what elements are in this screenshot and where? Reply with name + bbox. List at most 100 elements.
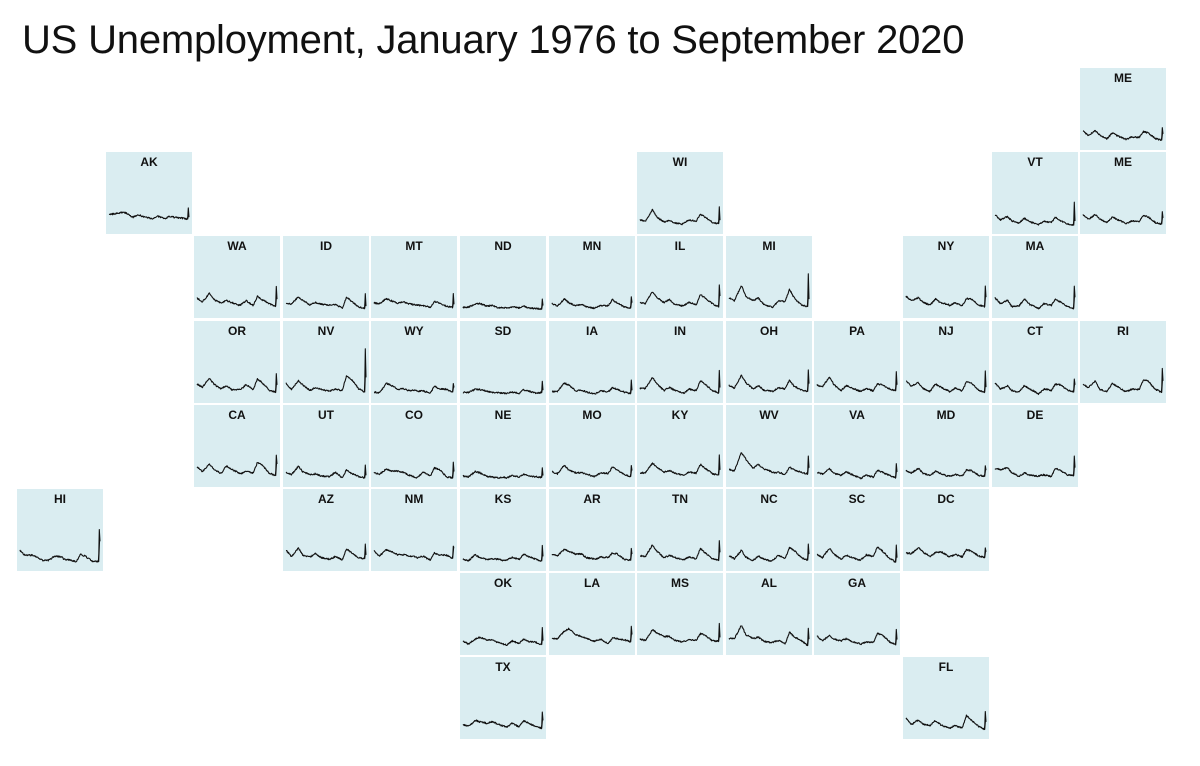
sparkline-chart bbox=[639, 206, 721, 226]
series-line-sd bbox=[462, 380, 544, 395]
sparkline-chart bbox=[285, 543, 367, 561]
sparkline-chart bbox=[905, 285, 987, 308]
sparkline-chart bbox=[639, 540, 721, 562]
state-tile-nj: NJ bbox=[903, 321, 989, 403]
sparkline-chart bbox=[373, 461, 455, 479]
state-tile-wv: WV bbox=[726, 405, 812, 487]
state-label: TX bbox=[495, 660, 511, 674]
sparkline-chart bbox=[1082, 367, 1164, 394]
sparkline-chart bbox=[905, 370, 987, 394]
sparkline-chart bbox=[905, 710, 987, 731]
state-tile-pa: PA bbox=[814, 321, 900, 403]
state-label: AK bbox=[140, 155, 158, 169]
sparkline-chart bbox=[905, 547, 987, 559]
series-line-oh bbox=[728, 369, 810, 393]
sparkline-chart bbox=[19, 529, 101, 563]
series-line-ct bbox=[994, 378, 1076, 396]
state-tile-dc: DC bbox=[903, 489, 989, 571]
sparkline-chart bbox=[728, 273, 810, 309]
series-line-ri bbox=[1082, 367, 1164, 394]
sparkline-chart bbox=[108, 207, 190, 221]
sparkline-chart bbox=[462, 467, 544, 479]
state-label: VA bbox=[849, 408, 865, 422]
series-line-vt bbox=[994, 201, 1076, 226]
state-tile-vt: VT bbox=[992, 152, 1078, 234]
state-tile-ny: NY bbox=[903, 236, 989, 318]
sparkline-chart bbox=[816, 544, 898, 563]
state-tile-in: IN bbox=[637, 321, 723, 403]
sparkline-chart bbox=[196, 285, 278, 308]
state-tile-il: IL bbox=[637, 236, 723, 318]
state-tile-mn: MN bbox=[549, 236, 635, 318]
series-line-tn bbox=[639, 540, 721, 562]
state-tile-nm: NM bbox=[371, 489, 457, 571]
series-line-md bbox=[905, 465, 987, 478]
sparkline-chart bbox=[816, 628, 898, 646]
series-line-id bbox=[285, 293, 367, 310]
state-tile-ga: GA bbox=[814, 573, 900, 655]
series-line-az bbox=[285, 543, 367, 561]
sparkline-chart bbox=[551, 379, 633, 395]
sparkline-chart bbox=[462, 380, 544, 395]
state-tile-ma: MA bbox=[992, 236, 1078, 318]
state-tile-ia: IA bbox=[549, 321, 635, 403]
state-label: FL bbox=[938, 660, 954, 674]
series-line-tx bbox=[462, 711, 544, 730]
state-label: KS bbox=[494, 492, 512, 506]
state-tile-nd: ND bbox=[460, 236, 546, 318]
state-tile-ri: RI bbox=[1080, 321, 1166, 403]
series-line-wi bbox=[639, 206, 721, 226]
sparkline-chart bbox=[551, 547, 633, 562]
series-line-ks bbox=[462, 544, 544, 562]
series-line-nm bbox=[373, 545, 455, 562]
series-line-mi bbox=[728, 273, 810, 309]
page-title: US Unemployment, January 1976 to Septemb… bbox=[22, 18, 965, 62]
series-line-ut bbox=[285, 464, 367, 479]
sparkline-chart bbox=[994, 285, 1076, 310]
state-label: CA bbox=[228, 408, 246, 422]
state-tile-oh: OH bbox=[726, 321, 812, 403]
series-line-mt bbox=[373, 293, 455, 309]
series-line-mo bbox=[551, 464, 633, 478]
sparkline-chart bbox=[1082, 211, 1164, 226]
state-label: WI bbox=[672, 155, 688, 169]
sparkline-chart bbox=[462, 298, 544, 311]
state-tile-tx: TX bbox=[460, 657, 546, 739]
series-line-ma bbox=[994, 285, 1076, 310]
state-label: MS bbox=[671, 576, 689, 590]
state-tile-fl: FL bbox=[903, 657, 989, 739]
state-tile-ky: KY bbox=[637, 405, 723, 487]
state-tile-al: AL bbox=[726, 573, 812, 655]
state-label: MD bbox=[936, 408, 956, 422]
series-line-wv bbox=[728, 452, 810, 476]
sparkline-chart bbox=[196, 373, 278, 394]
state-label: DE bbox=[1026, 408, 1044, 422]
state-label: LA bbox=[584, 576, 600, 590]
state-label: ID bbox=[320, 239, 332, 253]
series-line-ny bbox=[905, 285, 987, 308]
series-line-nc bbox=[728, 543, 810, 562]
state-label: OR bbox=[228, 324, 246, 338]
sparkline-chart bbox=[551, 464, 633, 478]
state-label: UT bbox=[318, 408, 334, 422]
series-line-ga bbox=[816, 628, 898, 646]
state-tile-mt: MT bbox=[371, 236, 457, 318]
state-label: OK bbox=[494, 576, 512, 590]
state-tile-id: ID bbox=[283, 236, 369, 318]
state-label: ME bbox=[1114, 71, 1132, 85]
sparkline-chart bbox=[816, 371, 898, 393]
state-label: MA bbox=[1025, 239, 1045, 253]
state-label: WY bbox=[404, 324, 424, 338]
state-label: NC bbox=[760, 492, 778, 506]
sparkline-chart bbox=[639, 622, 721, 643]
state-tile-co: CO bbox=[371, 405, 457, 487]
state-tile-ks: KS bbox=[460, 489, 546, 571]
series-line-pa bbox=[816, 371, 898, 393]
series-line-va bbox=[816, 463, 898, 480]
sparkline-chart bbox=[728, 625, 810, 647]
state-tile-ca: CA bbox=[194, 405, 280, 487]
state-label: GA bbox=[848, 576, 866, 590]
sparkline-chart bbox=[905, 465, 987, 478]
sparkline-chart bbox=[373, 382, 455, 394]
